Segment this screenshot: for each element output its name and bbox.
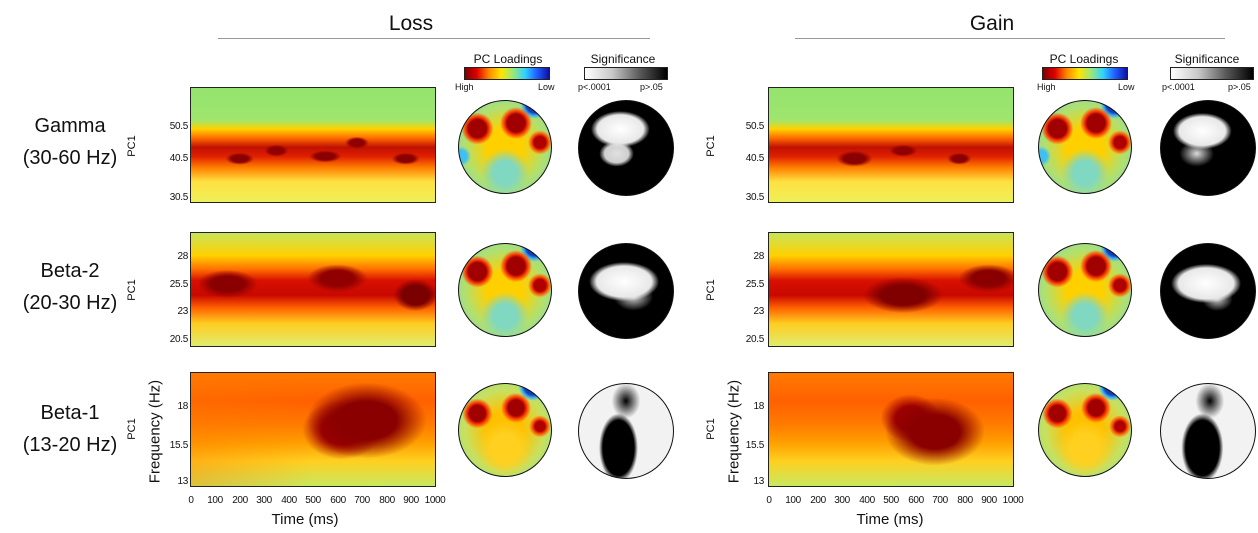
- spectrogram-gamma-loss: [190, 87, 436, 203]
- frequency-axis-label: Frequency (Hz): [725, 379, 743, 484]
- pc-loadings-title: PC Loadings: [473, 52, 543, 66]
- significance-title: Significance: [590, 52, 656, 66]
- xtick: 400: [281, 495, 297, 506]
- ytick: 20.5: [745, 334, 765, 345]
- xtick: 800: [957, 495, 973, 506]
- significance-high: p>.05: [640, 82, 663, 92]
- ytick: 40.5: [745, 153, 765, 164]
- ytick: 40.5: [169, 153, 189, 164]
- xtick: 500: [883, 495, 899, 506]
- ytick: 18: [753, 401, 764, 412]
- pc-loadings-low: Low: [538, 82, 555, 92]
- pc-loadings-high: High: [455, 82, 474, 92]
- ytick: 28: [177, 251, 188, 262]
- ytick: 50.5: [169, 121, 189, 132]
- pc1-label: PC1: [126, 418, 138, 440]
- significance-topomap-beta2-gain: [1160, 243, 1256, 339]
- band-range: (20-30 Hz): [22, 292, 118, 314]
- band-label-beta1: Beta-1 (13-20 Hz): [0, 397, 140, 461]
- time-axis-label: Time (ms): [856, 511, 924, 528]
- ytick: 30.5: [745, 192, 765, 203]
- xtick: 0: [188, 495, 194, 506]
- ytick: 20.5: [169, 334, 189, 345]
- ytick: 13: [753, 476, 764, 487]
- pc-loadings-topomap-beta2-loss: [458, 243, 552, 337]
- condition-title-gain: Gain: [969, 12, 1015, 35]
- xtick: 800: [379, 495, 395, 506]
- xtick: 400: [859, 495, 875, 506]
- significance-colorbar: [584, 67, 668, 80]
- band-range: (30-60 Hz): [22, 147, 118, 169]
- pc1-label: PC1: [126, 135, 138, 157]
- ytick: 50.5: [745, 121, 765, 132]
- spectrogram-beta2-gain: [768, 232, 1014, 347]
- pc-loadings-colorbar: [464, 67, 550, 80]
- condition-rule-loss: [218, 38, 650, 39]
- ytick: 25.5: [745, 279, 765, 290]
- significance-high-gain: p>.05: [1228, 82, 1251, 92]
- significance-topomap-gamma-gain: [1160, 100, 1256, 196]
- pc1-label: PC1: [126, 279, 138, 301]
- pc1-label: PC1: [705, 135, 717, 157]
- band-label-beta2: Beta-2 (20-30 Hz): [0, 255, 140, 319]
- ytick: 18: [177, 401, 188, 412]
- xtick: 700: [932, 495, 948, 506]
- ytick: 15.5: [745, 440, 765, 451]
- band-name: Beta-1: [40, 402, 100, 424]
- xtick: 300: [834, 495, 850, 506]
- ytick: 23: [753, 306, 764, 317]
- significance-topomap-gamma-loss: [578, 100, 674, 196]
- significance-low: p<.0001: [578, 82, 611, 92]
- significance-topomap-beta2-loss: [578, 243, 674, 339]
- xtick: 700: [354, 495, 370, 506]
- xtick: 100: [785, 495, 801, 506]
- band-name: Gamma: [34, 115, 106, 137]
- xtick: 200: [232, 495, 248, 506]
- ytick: 15.5: [169, 440, 189, 451]
- band-label-gamma: Gamma (30-60 Hz): [0, 110, 140, 174]
- xtick: 0: [766, 495, 772, 506]
- band-name: Beta-2: [40, 260, 100, 282]
- xtick: 100: [207, 495, 223, 506]
- pc1-label: PC1: [705, 418, 717, 440]
- significance-title-gain: Significance: [1174, 52, 1240, 66]
- xtick: 900: [981, 495, 997, 506]
- xtick: 900: [403, 495, 419, 506]
- pc-loadings-low-gain: Low: [1118, 82, 1135, 92]
- band-range: (13-20 Hz): [22, 434, 118, 456]
- pc-loadings-topomap-beta1-loss: [458, 383, 552, 477]
- condition-rule-gain: [795, 38, 1225, 39]
- pc-loadings-title-gain: PC Loadings: [1049, 52, 1119, 66]
- xtick: 1000: [1002, 495, 1024, 506]
- ytick: 23: [177, 306, 188, 317]
- xtick: 500: [305, 495, 321, 506]
- pc-loadings-topomap-gamma-loss: [458, 100, 552, 194]
- frequency-axis-label: Frequency (Hz): [146, 379, 164, 484]
- significance-colorbar-gain: [1170, 67, 1254, 80]
- xtick: 200: [810, 495, 826, 506]
- ytick: 28: [753, 251, 764, 262]
- significance-topomap-beta1-gain: [1160, 383, 1256, 479]
- spectrogram-beta1-loss: [190, 372, 436, 487]
- significance-topomap-beta1-loss: [578, 383, 674, 479]
- pc-loadings-topomap-beta1-gain: [1038, 383, 1132, 477]
- pc-loadings-topomap-beta2-gain: [1038, 243, 1132, 337]
- xtick: 1000: [424, 495, 446, 506]
- ytick: 25.5: [169, 279, 189, 290]
- pc-loadings-topomap-gamma-gain: [1038, 100, 1132, 194]
- condition-title-loss: Loss: [388, 12, 434, 35]
- spectrogram-beta1-gain: [768, 372, 1014, 487]
- xtick: 600: [330, 495, 346, 506]
- spectrogram-beta2-loss: [190, 232, 436, 347]
- spectrogram-gamma-gain: [768, 87, 1014, 203]
- significance-low-gain: p<.0001: [1162, 82, 1195, 92]
- xtick: 300: [256, 495, 272, 506]
- ytick: 13: [177, 476, 188, 487]
- xtick: 600: [908, 495, 924, 506]
- time-axis-label: Time (ms): [271, 511, 339, 528]
- pc-loadings-high-gain: High: [1037, 82, 1056, 92]
- pc-loadings-colorbar-gain: [1042, 67, 1128, 80]
- ytick: 30.5: [169, 192, 189, 203]
- pc1-label: PC1: [705, 279, 717, 301]
